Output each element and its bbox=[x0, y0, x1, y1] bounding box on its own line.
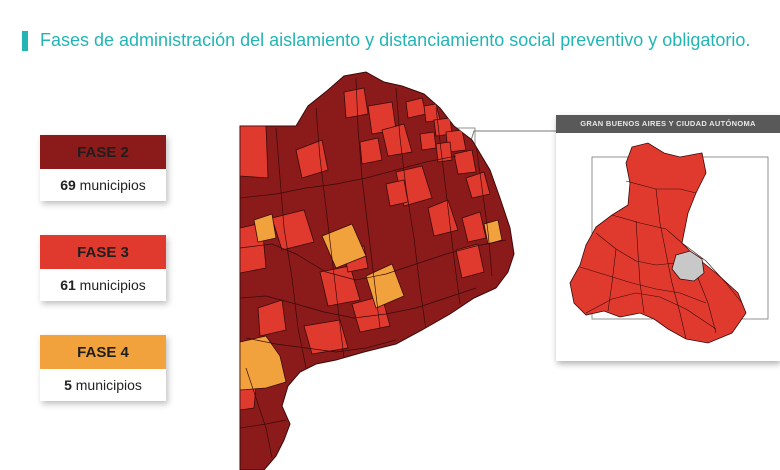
inset-gba-panel: GRAN BUENOS AIRES Y CIUDAD AUTÓNOMA bbox=[556, 115, 780, 361]
title-accent-bar bbox=[22, 31, 28, 51]
legend-card-fase2: FASE 2 69 municipios bbox=[40, 135, 166, 201]
legend-fase2-count: 69 bbox=[60, 177, 76, 193]
province-map bbox=[239, 71, 515, 470]
fase4-municipalities bbox=[240, 213, 503, 391]
legend-fase2-count-row: 69 municipios bbox=[40, 169, 166, 201]
legend-fase3-count-row: 61 municipios bbox=[40, 269, 166, 301]
legend-card-fase3: FASE 3 61 municipios bbox=[40, 235, 166, 301]
caba-region bbox=[671, 250, 705, 282]
legend-fase4-count-row: 5 municipios bbox=[40, 369, 166, 401]
legend-card-fase4: FASE 4 5 municipios bbox=[40, 335, 166, 401]
legend-fase3-label: FASE 3 bbox=[40, 235, 166, 269]
legend-fase4-label: FASE 4 bbox=[40, 335, 166, 369]
legend-fase4-count: 5 bbox=[64, 377, 72, 393]
inset-region-fase3 bbox=[569, 142, 747, 344]
legend-fase2-unit: municipios bbox=[79, 177, 146, 193]
page-title: Fases de administración del aislamiento … bbox=[40, 30, 751, 50]
legend-fase3-count: 61 bbox=[60, 277, 76, 293]
legend-fase4-unit: municipios bbox=[75, 377, 142, 393]
legend-fase3-unit: municipios bbox=[79, 277, 146, 293]
municipal-boundaries bbox=[240, 77, 507, 459]
inset-boundaries bbox=[579, 180, 743, 340]
legend-fase2-label: FASE 2 bbox=[40, 135, 166, 169]
inset-gba-map bbox=[569, 142, 769, 344]
inset-title: GRAN BUENOS AIRES Y CIUDAD AUTÓNOMA bbox=[556, 115, 780, 133]
